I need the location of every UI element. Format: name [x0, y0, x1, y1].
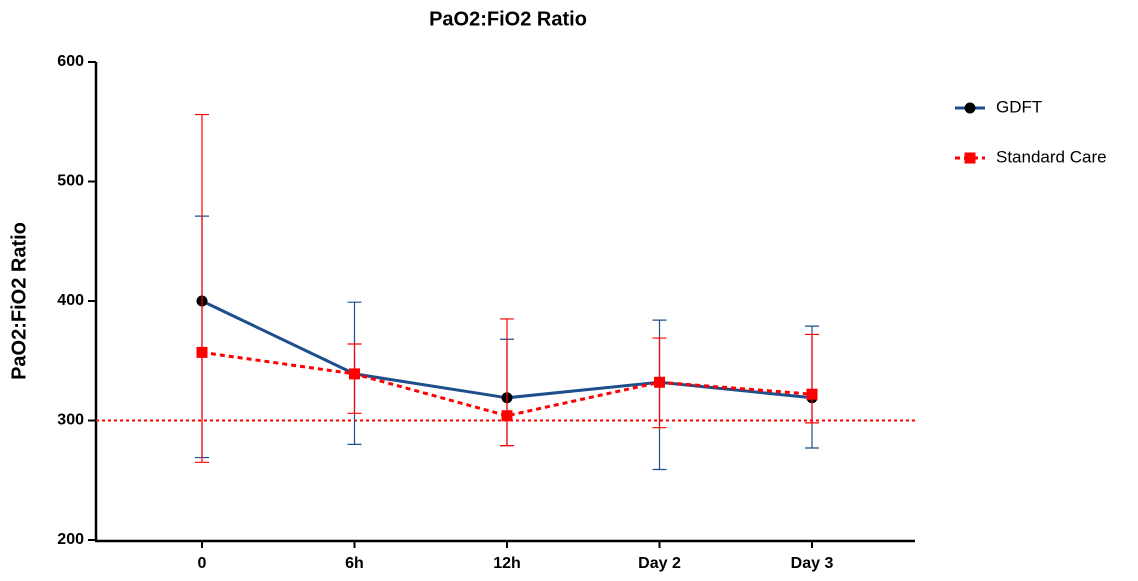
- error-bar: [805, 333, 819, 424]
- data-point: [501, 410, 513, 422]
- legend-label: GDFT: [996, 97, 1042, 116]
- y-tick-label: 400: [57, 292, 84, 309]
- chart-title: PaO2:FiO2 Ratio: [429, 8, 587, 30]
- data-point: [806, 388, 818, 400]
- y-axis-label: PaO2:FiO2 Ratio: [8, 222, 30, 380]
- legend-marker: [964, 152, 976, 164]
- error-bar: [195, 113, 209, 463]
- error-bar: [500, 318, 514, 447]
- series-line: [201, 350, 813, 418]
- x-tick-label: 6h: [345, 555, 364, 572]
- y-tick-label: 200: [57, 531, 84, 548]
- data-point: [349, 368, 360, 380]
- x-tick-label: 0: [198, 555, 207, 572]
- x-tick-label: 12h: [493, 555, 521, 572]
- x-tick-label: Day 3: [791, 555, 834, 572]
- y-tick-label: 600: [57, 53, 84, 70]
- data-point: [196, 346, 208, 358]
- x-tick-label: Day 2: [638, 555, 681, 572]
- legend-label: Standard Care: [996, 147, 1107, 166]
- y-tick-label: 500: [57, 173, 84, 190]
- data-point: [654, 376, 665, 388]
- y-tick-label: 300: [57, 412, 84, 429]
- legend-marker: [964, 102, 976, 114]
